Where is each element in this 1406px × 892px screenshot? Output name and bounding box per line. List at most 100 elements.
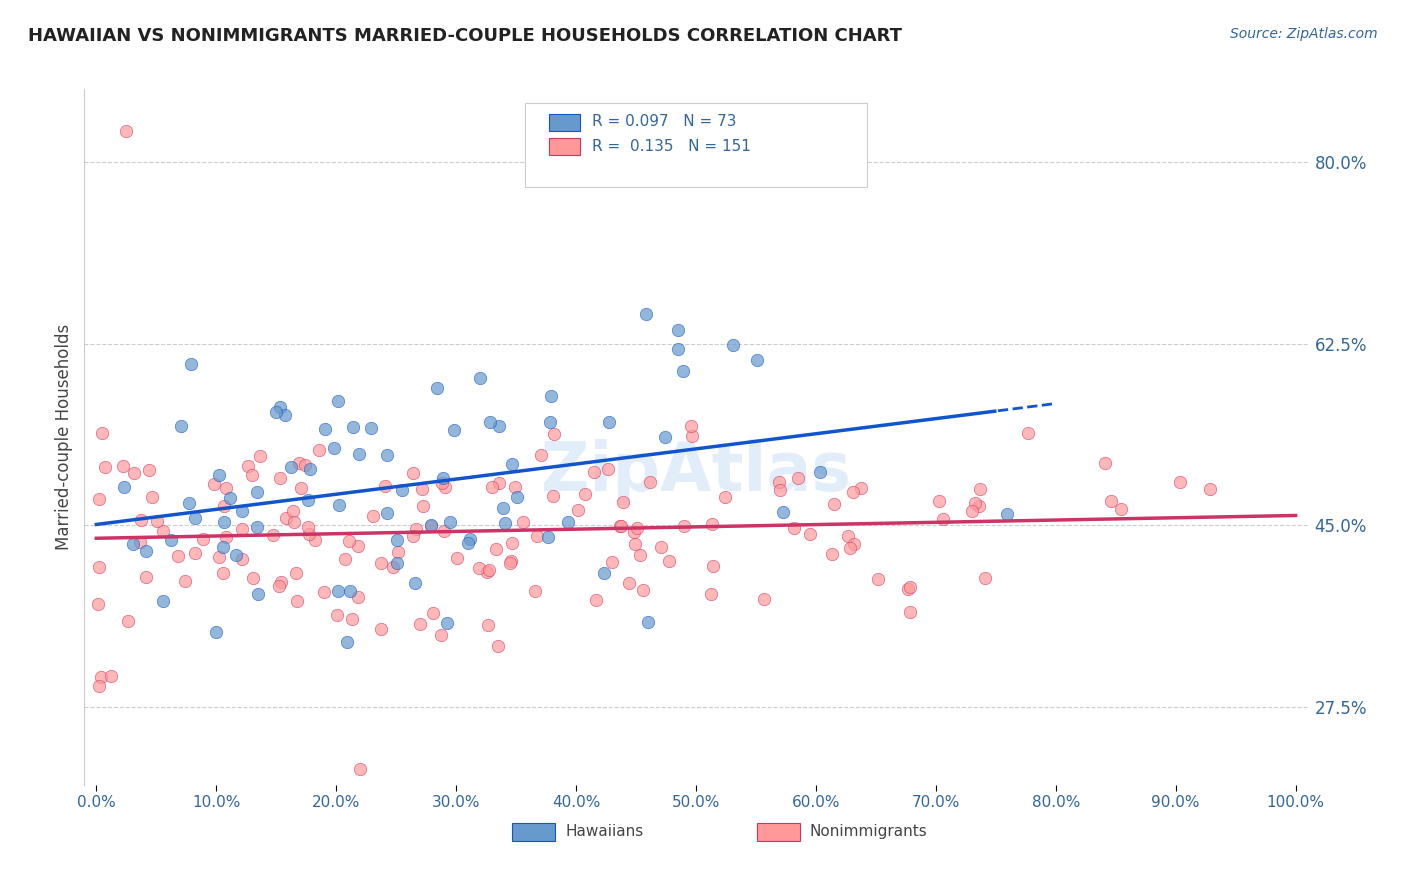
Point (360, 421, 382, 435)
Text: R =  0.135   N = 151: R = 0.135 N = 151 (592, 139, 751, 153)
Point (702, 559, 724, 574)
Point (897, 582, 920, 597)
Point (598, 415, 620, 429)
Point (342, 420, 364, 434)
Point (501, 554, 523, 568)
Point (995, 507, 1018, 521)
Point (129, 535, 152, 549)
Point (637, 615, 659, 630)
Point (426, 380, 449, 394)
Point (598, 461, 620, 475)
Point (219, 491, 242, 505)
Point (498, 556, 520, 570)
Point (335, 635, 357, 649)
Point (269, 579, 291, 593)
Point (249, 449, 271, 463)
Point (179, 496, 201, 510)
Point (673, 518, 696, 533)
Point (281, 504, 304, 518)
Point (610, 518, 633, 533)
Point (658, 553, 681, 567)
Point (385, 533, 408, 547)
Point (115, 124, 138, 138)
Point (326, 608, 349, 623)
Point (215, 481, 238, 495)
Point (299, 462, 322, 476)
Point (745, 352, 768, 367)
Point (1017, 425, 1039, 440)
Bar (513, 823, 555, 840)
Point (624, 537, 647, 551)
Point (212, 515, 235, 529)
Point (602, 555, 624, 569)
Point (231, 503, 253, 517)
Point (841, 485, 863, 500)
Point (347, 590, 370, 604)
Point (323, 441, 346, 455)
Point (204, 625, 226, 640)
Point (339, 584, 361, 599)
Point (270, 575, 292, 590)
Point (485, 542, 508, 557)
Point (100, 669, 122, 683)
Point (488, 419, 510, 434)
Point (298, 526, 321, 541)
Point (928, 493, 950, 508)
Point (374, 479, 396, 493)
Point (617, 575, 640, 590)
Text: ZipAtlas: ZipAtlas (541, 439, 851, 505)
Point (160, 533, 183, 547)
Point (122, 467, 145, 481)
Point (146, 514, 169, 528)
Point (112, 480, 135, 494)
Point (475, 565, 498, 579)
Point (823, 497, 845, 511)
Point (457, 536, 479, 550)
Point (87, 559, 110, 574)
Point (117, 614, 139, 628)
Point (626, 520, 648, 534)
Point (87, 598, 110, 612)
Point (492, 500, 515, 515)
Point (285, 594, 308, 608)
Point (170, 419, 193, 434)
Point (212, 541, 235, 555)
Point (543, 426, 565, 441)
Point (538, 415, 561, 429)
FancyBboxPatch shape (524, 103, 868, 186)
Point (783, 520, 806, 534)
Point (391, 483, 413, 498)
Point (411, 482, 433, 496)
Point (723, 337, 745, 351)
Point (537, 530, 560, 544)
Point (335, 552, 357, 566)
Point (633, 583, 655, 598)
Point (702, 517, 724, 532)
Point (225, 548, 247, 562)
Point (1168, 475, 1191, 490)
Text: Hawaiians: Hawaiians (565, 824, 644, 839)
Point (488, 476, 510, 491)
Point (478, 563, 501, 577)
Point (820, 547, 842, 561)
Y-axis label: Married-couple Households: Married-couple Households (55, 324, 73, 550)
Point (434, 480, 457, 494)
Point (370, 556, 392, 570)
Point (433, 524, 456, 538)
Point (231, 522, 253, 536)
Point (714, 490, 737, 504)
Point (501, 457, 523, 471)
Point (898, 580, 921, 594)
Point (432, 471, 454, 485)
Point (446, 551, 468, 566)
Point (404, 575, 426, 590)
Point (280, 460, 302, 475)
Text: R = 0.097   N = 73: R = 0.097 N = 73 (592, 114, 737, 129)
Point (297, 520, 319, 534)
Bar (550, 138, 579, 155)
Point (837, 528, 859, 542)
Point (112, 458, 135, 473)
Point (405, 522, 427, 536)
Point (121, 537, 143, 551)
Point (468, 560, 491, 574)
